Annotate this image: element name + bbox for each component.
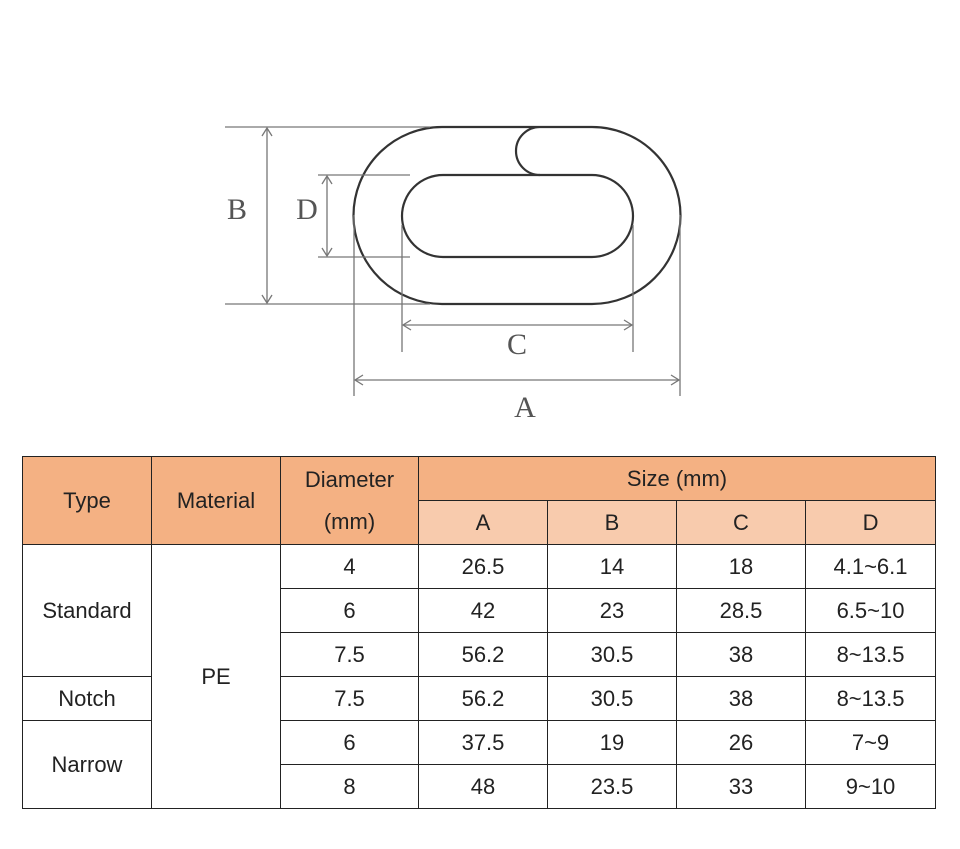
header-text: Diameter (mm) [304,466,395,534]
table-cell: 4 [280,544,419,589]
table-cell: 37.5 [418,720,548,765]
table-cell: 19 [547,720,677,765]
table-cell: C [676,500,806,545]
table-cell: 26 [676,720,806,765]
dimension-lines [225,126,681,396]
table-row: Type Material Diameter (mm) Size (mm) [22,456,937,545]
table-cell: 7.5 [280,632,419,677]
table-cell: 8 [280,764,419,809]
table-row: 8 48 23.5 33 9~10 [23,764,937,809]
table-cell: 33 [676,764,806,809]
link-diagram: B D C A [225,125,682,424]
table-cell: 23 [547,588,677,633]
table-cell: Notch [22,676,152,721]
table-cell: Diameter (mm) [280,456,419,545]
table-cell: 14 [547,544,677,589]
dim-label: B [227,193,247,226]
table-cell: 6 [280,720,419,765]
table-cell: D [804,500,937,545]
table-cell: 48 [418,764,548,809]
table-cell: 7~9 [804,720,937,765]
table-cell: 30.5 [547,676,677,721]
table-cell: 42 [418,588,548,633]
table-cell: Standard [22,544,152,677]
table-cell: 38 [676,676,806,721]
table-cell: A [418,500,548,545]
table-cell: 56.2 [418,676,548,721]
table-cell: 8~13.5 [804,676,937,721]
table-cell: 4.1~6.1 [804,544,937,589]
table-cell: 30.5 [547,632,677,677]
table-cell: 56.2 [418,632,548,677]
table-cell: PE [151,544,281,809]
table-row: Standard PE 4 26.5 14 18 4.1~6.1 [22,544,937,809]
table-cell: 23.5 [547,764,677,809]
dim-label: C [507,328,527,361]
table-cell: 6 [280,588,419,633]
dim-label: A [514,391,536,424]
chain-link [352,125,682,306]
table-cell: 7.5 [280,676,419,721]
table-cell: Material [151,456,281,545]
table-cell: 9~10 [804,764,937,809]
table-cell: 38 [676,632,806,677]
table-cell: 18 [676,544,806,589]
table-cell: 28.5 [676,588,806,633]
table-row: 6 42 23 28.5 6.5~10 [23,588,937,633]
table-cell: Size (mm) [417,456,937,501]
dim-label: D [296,193,318,226]
table-row: Narrow 6 37.5 19 26 7~9 [22,720,937,809]
spec-table: Type Material Diameter (mm) Size (mm) A B C D St… [22,456,937,809]
table-cell: 6.5~10 [804,588,937,633]
table-cell: 26.5 [418,544,548,589]
table-cell: Type [22,456,152,545]
table-cell: B [547,500,677,545]
table-cell: Narrow [22,720,152,809]
table-cell: 8~13.5 [804,632,937,677]
table-row: 7.5 56.2 30.5 38 8~13.5 [23,632,937,677]
